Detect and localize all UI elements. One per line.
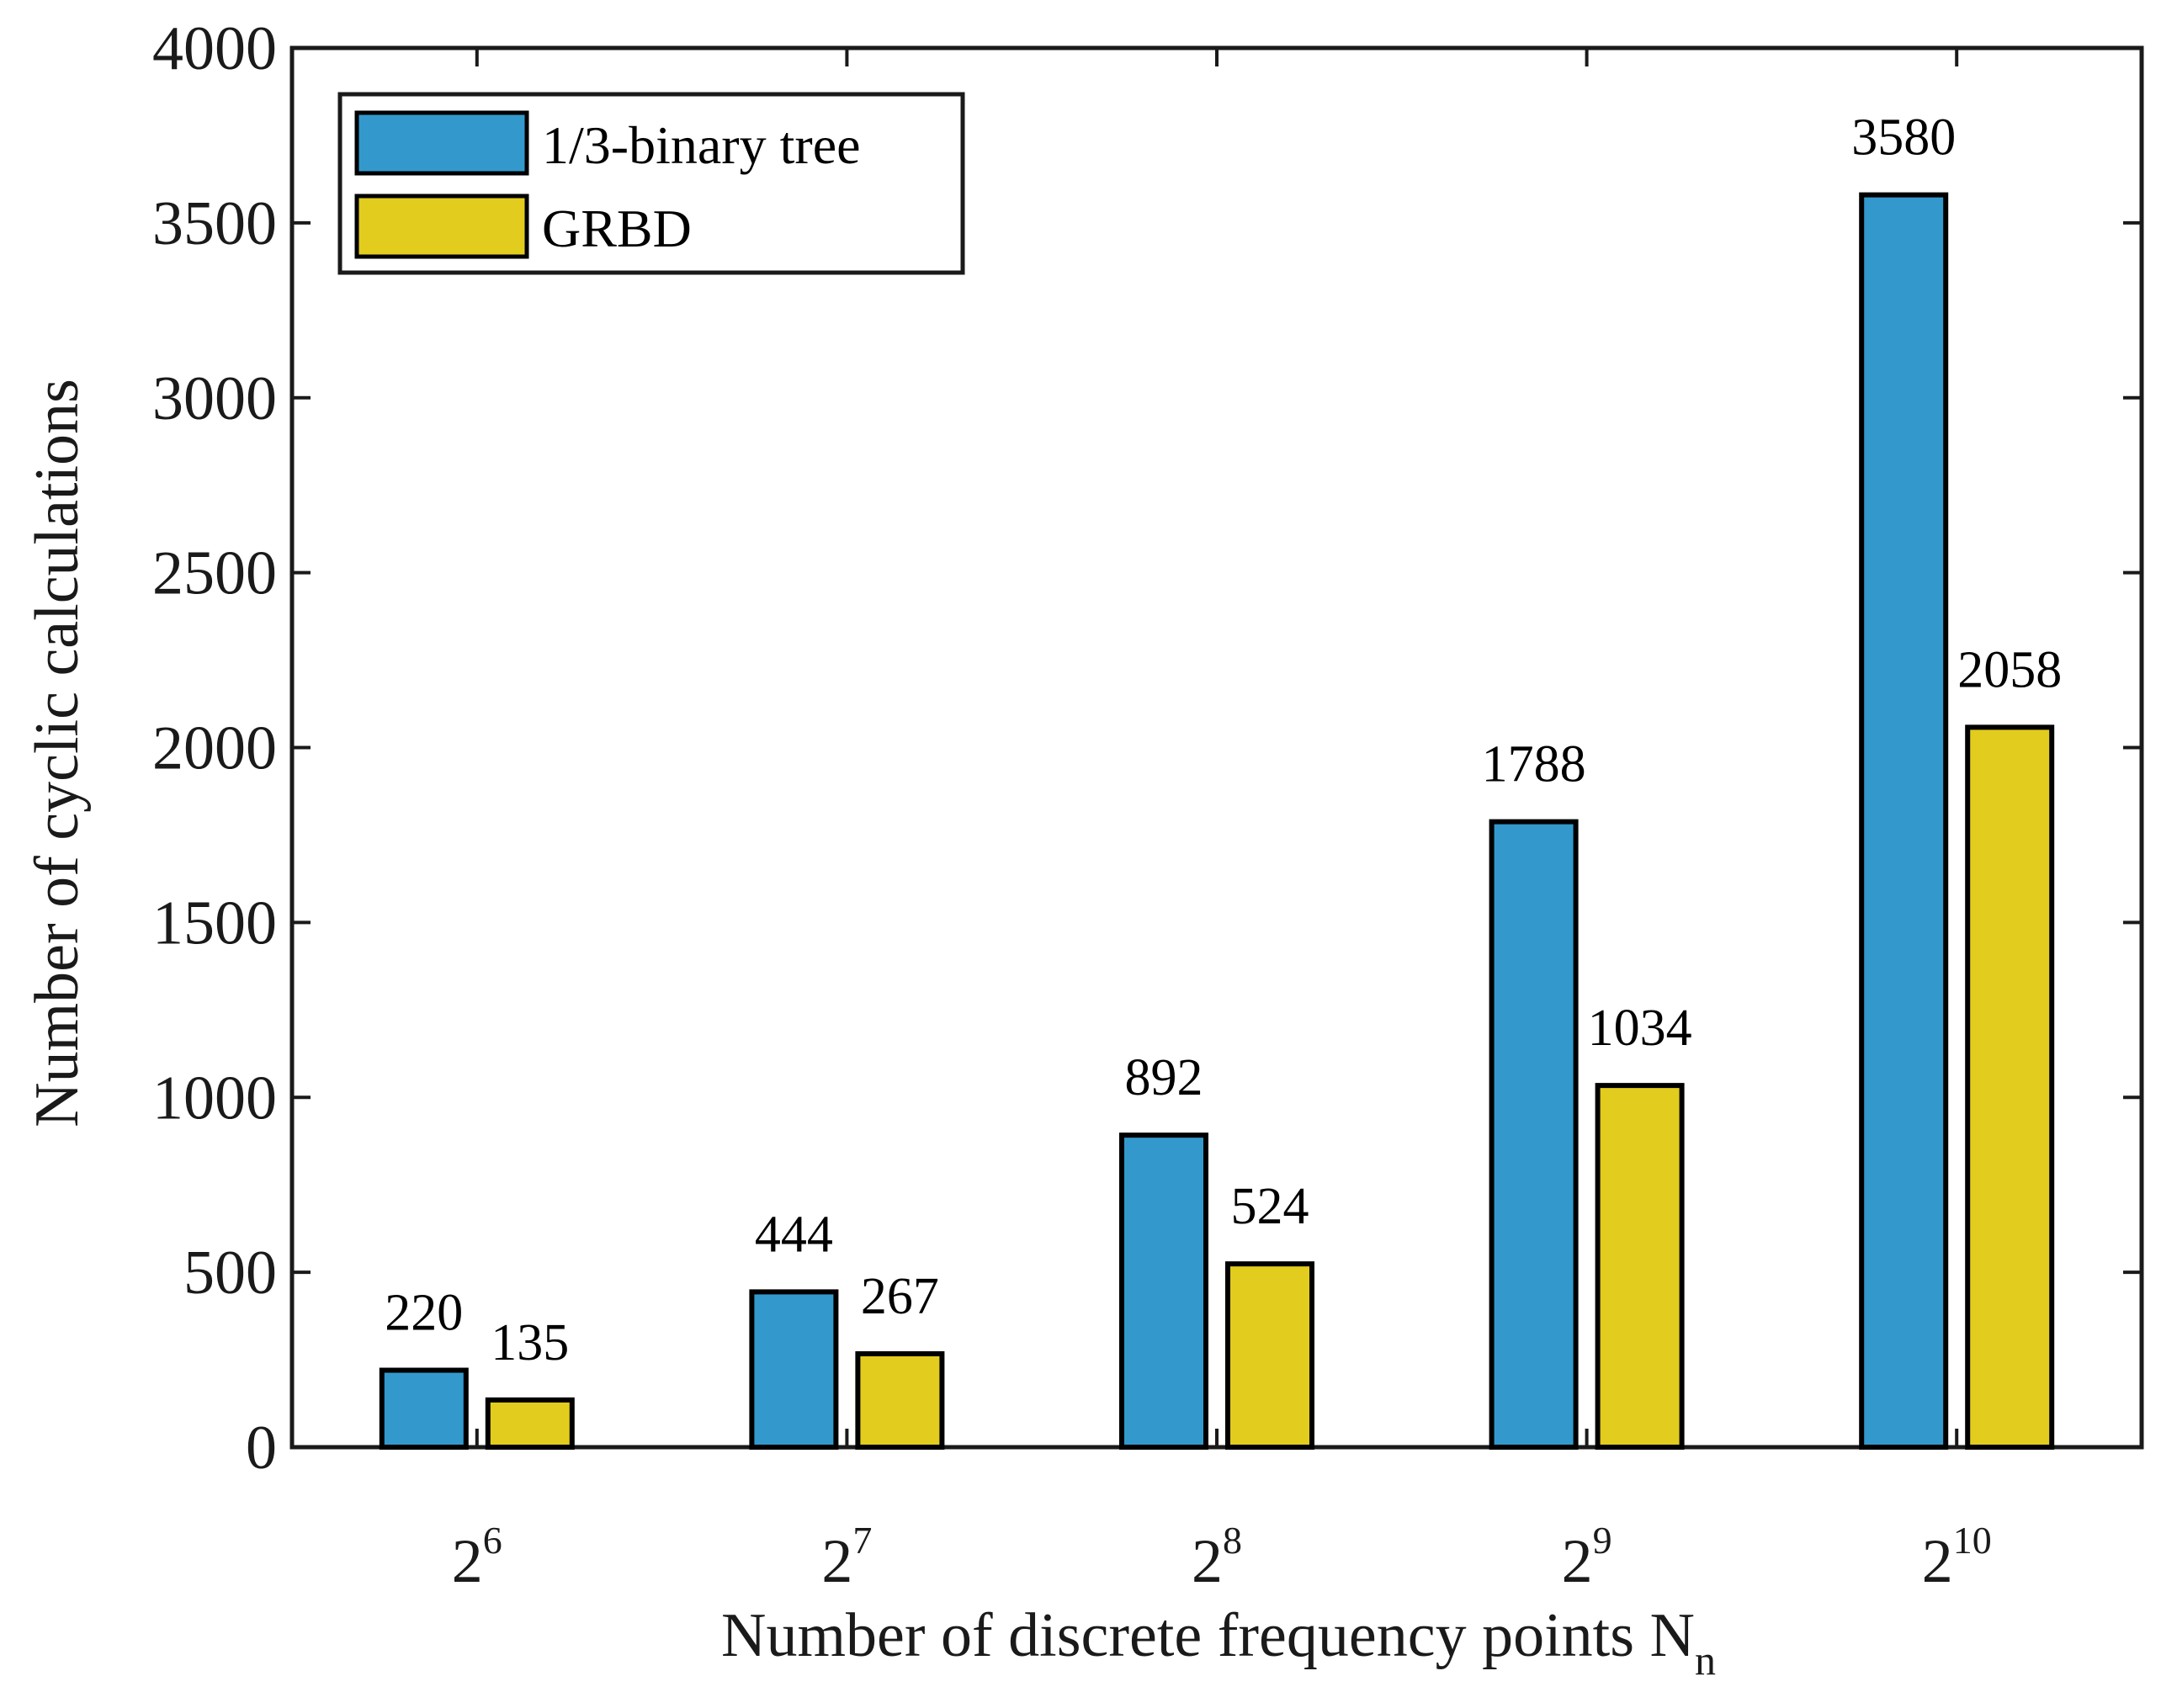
bar-grbd-1 [855, 1350, 945, 1450]
y-tick-label-500: 500 [183, 1239, 277, 1308]
x-tick-label-2: 28 [1192, 1519, 1242, 1596]
data-label-grbd-3: 1034 [1588, 1000, 1692, 1057]
y-tick-label-0: 0 [246, 1414, 277, 1483]
data-label-grbd-1: 267 [861, 1268, 939, 1325]
legend-swatch-binary-tree [354, 110, 529, 176]
legend-label-binary-tree: 1/3-binary tree [542, 115, 861, 175]
data-label-binary-tree-0: 220 [385, 1285, 463, 1342]
x-tick-label-exponent: 10 [1953, 1519, 1992, 1562]
y-axis: 0 500 1000 1500 2000 2500 3000 3500 4000 [152, 14, 2142, 1483]
x-axis: 26 27 28 29 210 [452, 48, 1992, 1596]
x-tick-label-base: 2 [821, 1527, 852, 1596]
x-tick-label-exponent: 9 [1593, 1519, 1612, 1562]
y-tick-label-1000: 1000 [152, 1064, 277, 1132]
y-tick-label-3000: 3000 [152, 364, 277, 433]
y-axis-title: Number of cyclic calculations [23, 379, 92, 1127]
x-tick-label-base: 2 [452, 1527, 483, 1596]
bar-grbd-2 [1225, 1261, 1314, 1450]
data-label-grbd-2: 524 [1231, 1178, 1309, 1235]
legend: 1/3-binary tree GRBD [337, 92, 965, 275]
x-tick-label-1: 27 [821, 1519, 872, 1596]
y-tick-label-2000: 2000 [152, 714, 277, 783]
x-tick-label-exponent: 6 [483, 1519, 502, 1562]
x-tick-label-3: 29 [1562, 1519, 1612, 1596]
x-axis-title-subscript: n [1695, 1636, 1716, 1684]
bar-grbd-0 [485, 1397, 575, 1451]
bar-binary-tree-2 [1119, 1132, 1208, 1450]
data-label-binary-tree-3: 1788 [1482, 736, 1586, 793]
bar-grbd-3 [1595, 1083, 1685, 1450]
x-tick-label-base: 2 [1192, 1527, 1223, 1596]
data-label-grbd-4: 2058 [1957, 641, 2062, 698]
y-tick-label-2500: 2500 [152, 539, 277, 608]
legend-label-grbd: GRBD [542, 199, 692, 258]
x-tick-label-exponent: 7 [852, 1519, 872, 1562]
data-label-binary-tree-2: 892 [1125, 1049, 1203, 1106]
data-labels: 220 135 444 267 892 524 1788 1034 3580 2058 [385, 109, 2062, 1371]
y-tick-label-4000: 4000 [152, 14, 277, 83]
bar-binary-tree-1 [749, 1289, 839, 1450]
data-label-binary-tree-4: 3580 [1851, 109, 1956, 167]
x-tick-label-4: 210 [1922, 1519, 1992, 1596]
y-tick-label-3500: 3500 [152, 189, 277, 258]
bar-binary-tree-4 [1859, 192, 1949, 1451]
data-label-binary-tree-1: 444 [755, 1206, 833, 1263]
bar-binary-tree-3 [1489, 819, 1579, 1450]
x-tick-label-base: 2 [1922, 1527, 1953, 1596]
x-axis-title: Number of discrete frequency points Nn [721, 1601, 1716, 1684]
legend-swatch-grbd [354, 194, 529, 259]
x-tick-label-exponent: 8 [1223, 1519, 1242, 1562]
x-tick-label-0: 26 [452, 1519, 502, 1596]
x-tick-label-base: 2 [1562, 1527, 1593, 1596]
y-tick-label-1500: 1500 [152, 888, 277, 957]
bar-binary-tree-0 [379, 1367, 469, 1451]
data-label-grbd-0: 135 [491, 1314, 569, 1371]
x-axis-title-main: Number of discrete frequency points N [721, 1601, 1695, 1670]
bars [379, 192, 2055, 1451]
bar-grbd-4 [1965, 724, 2055, 1450]
